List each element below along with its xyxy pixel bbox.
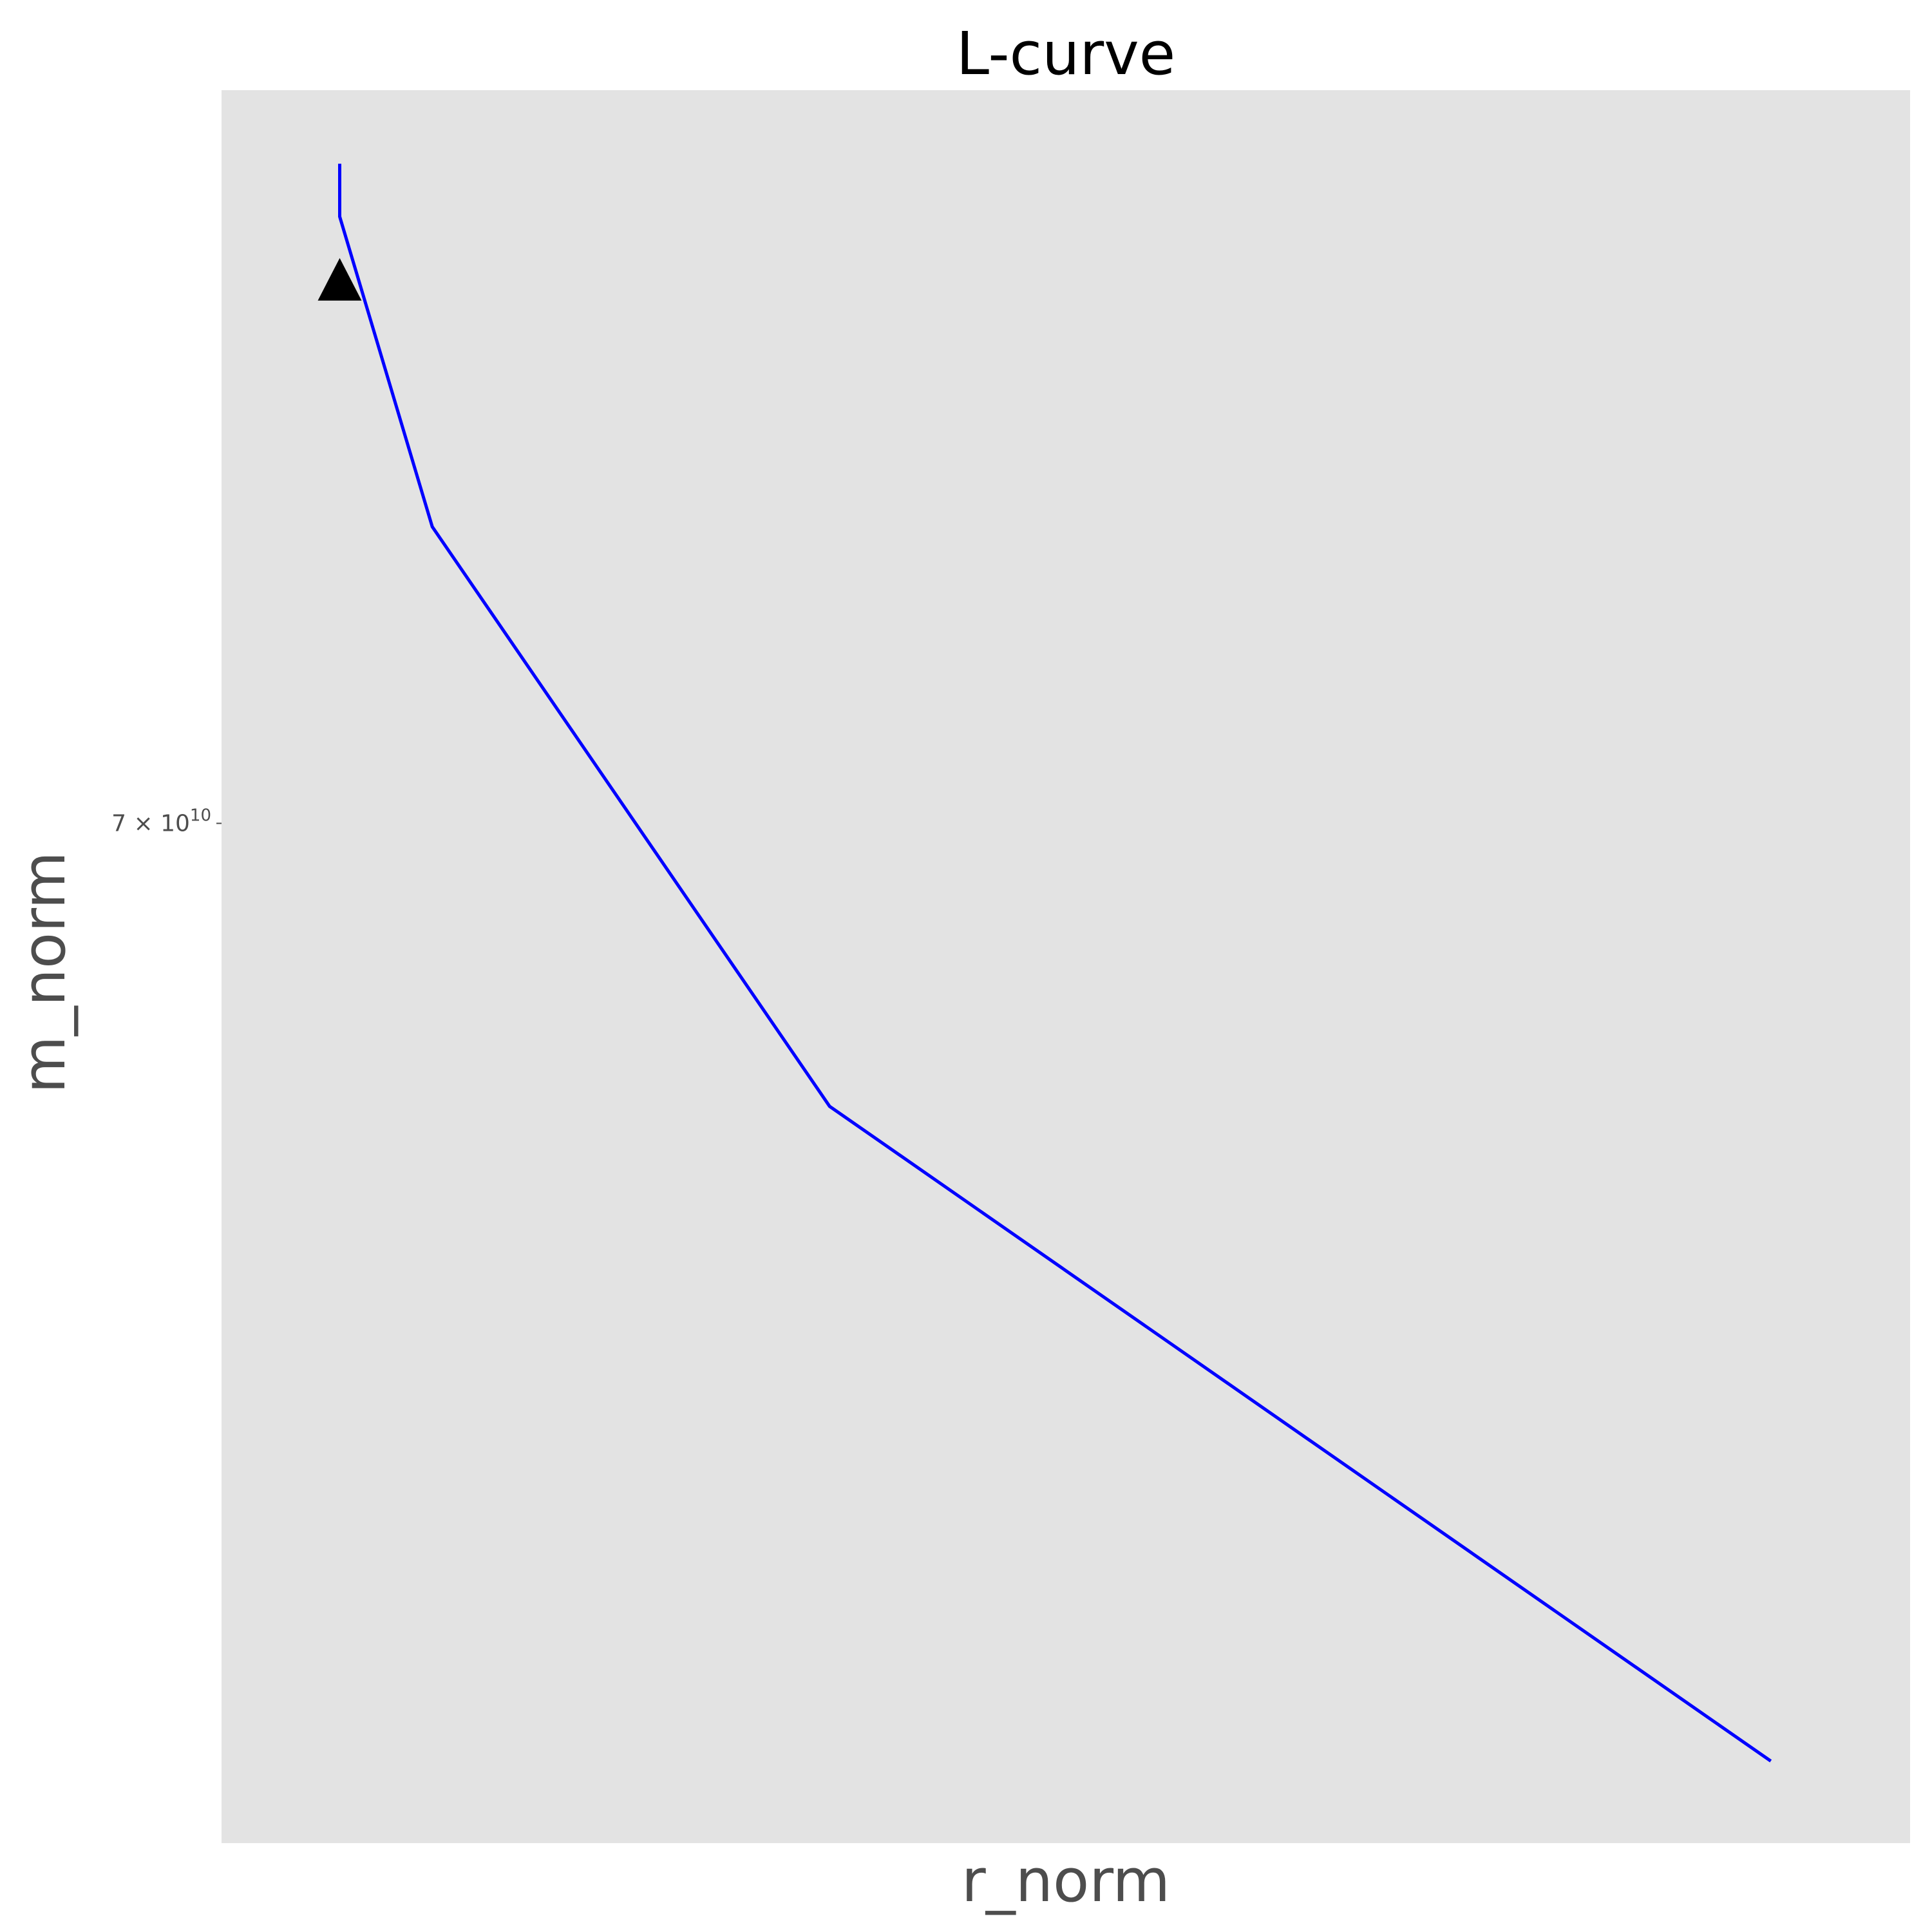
x-axis-label: r_norm (961, 1846, 1170, 1915)
y-tick-label: 7 × 1010 (111, 806, 211, 837)
chart-title: L-curve (956, 19, 1176, 88)
selected-point-triangle-marker (317, 258, 362, 301)
series-line (338, 164, 1772, 1763)
y-axis-ticks: 7 × 1010 (111, 806, 222, 837)
y-axis-label: m_norm (10, 851, 79, 1094)
series-layer (317, 164, 1772, 1763)
plot-panel (222, 90, 1910, 1843)
